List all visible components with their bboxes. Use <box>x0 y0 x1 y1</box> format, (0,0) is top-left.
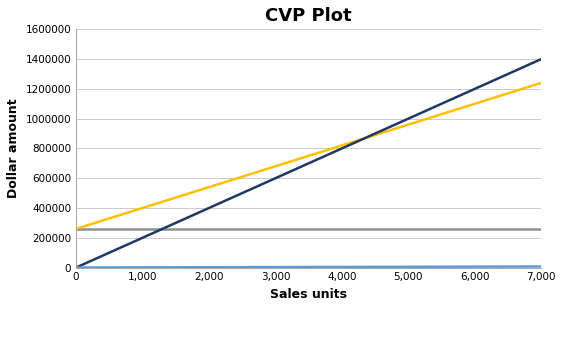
X-axis label: Sales units: Sales units <box>270 288 347 301</box>
Y-axis label: Dollar amount: Dollar amount <box>7 98 20 198</box>
Title: CVP Plot: CVP Plot <box>265 7 352 25</box>
